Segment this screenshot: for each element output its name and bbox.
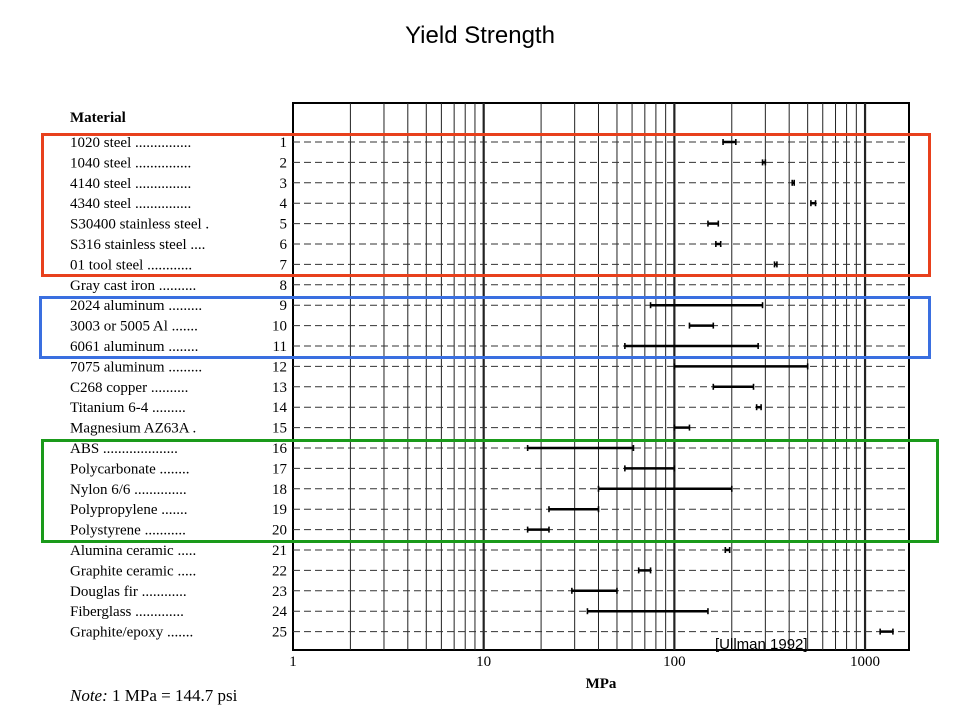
- column-header-material: Material: [70, 110, 126, 126]
- material-number: 22: [272, 563, 287, 579]
- range-bar-9: [649, 302, 764, 309]
- material-number: 23: [272, 584, 287, 600]
- material-label: Alumina ceramic .....: [70, 543, 196, 559]
- range-bar-12: [673, 363, 809, 370]
- range-bar-21: [724, 547, 731, 553]
- material-number: 17: [272, 461, 288, 477]
- range-bar-5: [707, 220, 720, 227]
- x-tick-label: 1000: [850, 654, 880, 670]
- plot-frame: [292, 102, 910, 651]
- material-label: Douglas fir ............: [70, 584, 187, 600]
- material-label: Gray cast iron ..........: [70, 278, 196, 294]
- material-number: 24: [272, 604, 288, 620]
- material-number: 18: [272, 482, 287, 498]
- note-label: Note:: [70, 686, 108, 705]
- material-label: Polycarbonate ........: [70, 461, 190, 477]
- range-bar-22: [637, 567, 652, 574]
- aluminum-highlight: [39, 296, 931, 359]
- material-number: 10: [272, 319, 287, 335]
- material-label: 4140 steel ...............: [70, 176, 191, 192]
- material-label: 1040 steel ...............: [70, 155, 191, 171]
- material-number: 1: [280, 135, 288, 151]
- material-number: 9: [280, 298, 288, 314]
- material-label: Nylon 6/6 ..............: [70, 482, 187, 498]
- material-label: ABS ....................: [70, 441, 178, 457]
- x-tick-label: 100: [663, 654, 686, 670]
- note-text: 1 MPa = 144.7 psi: [107, 686, 238, 705]
- range-bar-20: [526, 526, 550, 533]
- metals-highlight: [41, 133, 931, 278]
- range-bar-25: [879, 628, 894, 635]
- material-label: Titanium 6-4 .........: [70, 400, 186, 416]
- material-label: Graphite ceramic .....: [70, 563, 196, 579]
- material-label: S30400 stainless steel .: [70, 217, 209, 233]
- range-bar-7: [773, 261, 778, 268]
- range-bar-15: [673, 424, 691, 431]
- material-label: 3003 or 5005 Al .......: [70, 319, 198, 335]
- range-bar-10: [688, 322, 715, 329]
- material-number: 2: [280, 155, 288, 171]
- range-bar-11: [624, 343, 759, 349]
- material-number: 19: [272, 502, 287, 518]
- material-number: 12: [272, 359, 287, 375]
- material-label: 6061 aluminum ........: [70, 339, 198, 355]
- material-label: 2024 aluminum .........: [70, 298, 202, 314]
- material-label: C268 copper ..........: [70, 380, 188, 396]
- range-bar-14: [755, 404, 762, 411]
- material-label: 4340 steel ...............: [70, 196, 191, 212]
- range-bar-19: [548, 506, 600, 513]
- range-bar-4: [810, 200, 817, 207]
- vertical-grid: [349, 103, 867, 650]
- citation: [Ullman 1992]: [715, 636, 808, 653]
- material-number: 7: [280, 257, 288, 273]
- range-bar-18: [597, 485, 733, 492]
- material-label: 1020 steel ...............: [70, 135, 191, 151]
- material-label: Fiberglass .............: [70, 604, 184, 620]
- material-number: 11: [273, 339, 287, 355]
- material-label: S316 stainless steel ....: [70, 237, 205, 253]
- x-axis-label: MPa: [586, 676, 617, 692]
- material-number: 14: [272, 400, 288, 416]
- material-number: 8: [280, 278, 288, 294]
- material-number: 25: [272, 625, 287, 641]
- material-label: Magnesium AZ63A .: [70, 421, 196, 437]
- material-number: 3: [280, 176, 288, 192]
- material-number: 16: [272, 441, 288, 457]
- range-bar-6: [715, 241, 722, 247]
- polymers-highlight: [41, 439, 939, 543]
- range-bar-17: [624, 465, 676, 472]
- x-tick-label: 1: [289, 654, 297, 670]
- material-label: Polystyrene ...........: [70, 523, 186, 539]
- range-bar-1: [722, 139, 737, 145]
- material-number: 21: [272, 543, 287, 559]
- material-label: Graphite/epoxy .......: [70, 625, 193, 641]
- range-bar-3: [791, 179, 795, 186]
- range-bar-24: [586, 608, 709, 615]
- material-number: 4: [280, 196, 288, 212]
- row-lines: [293, 141, 909, 633]
- material-label: Polypropylene .......: [70, 502, 188, 518]
- unit-note: Note: 1 MPa = 144.7 psi: [70, 686, 237, 706]
- x-tick-label: 10: [476, 654, 491, 670]
- material-number: 20: [272, 523, 287, 539]
- material-label: 01 tool steel ............: [70, 257, 192, 273]
- range-bar-16: [526, 445, 635, 451]
- range-bar-23: [571, 587, 618, 594]
- material-label: 7075 aluminum .........: [70, 359, 202, 375]
- material-number: 6: [280, 237, 288, 253]
- material-number: 13: [272, 380, 287, 396]
- material-number: 15: [272, 421, 287, 437]
- material-number: 5: [280, 217, 288, 233]
- range-bar-2: [761, 159, 767, 166]
- range-bar-13: [712, 383, 755, 390]
- slide-title: Yield Strength: [405, 22, 555, 49]
